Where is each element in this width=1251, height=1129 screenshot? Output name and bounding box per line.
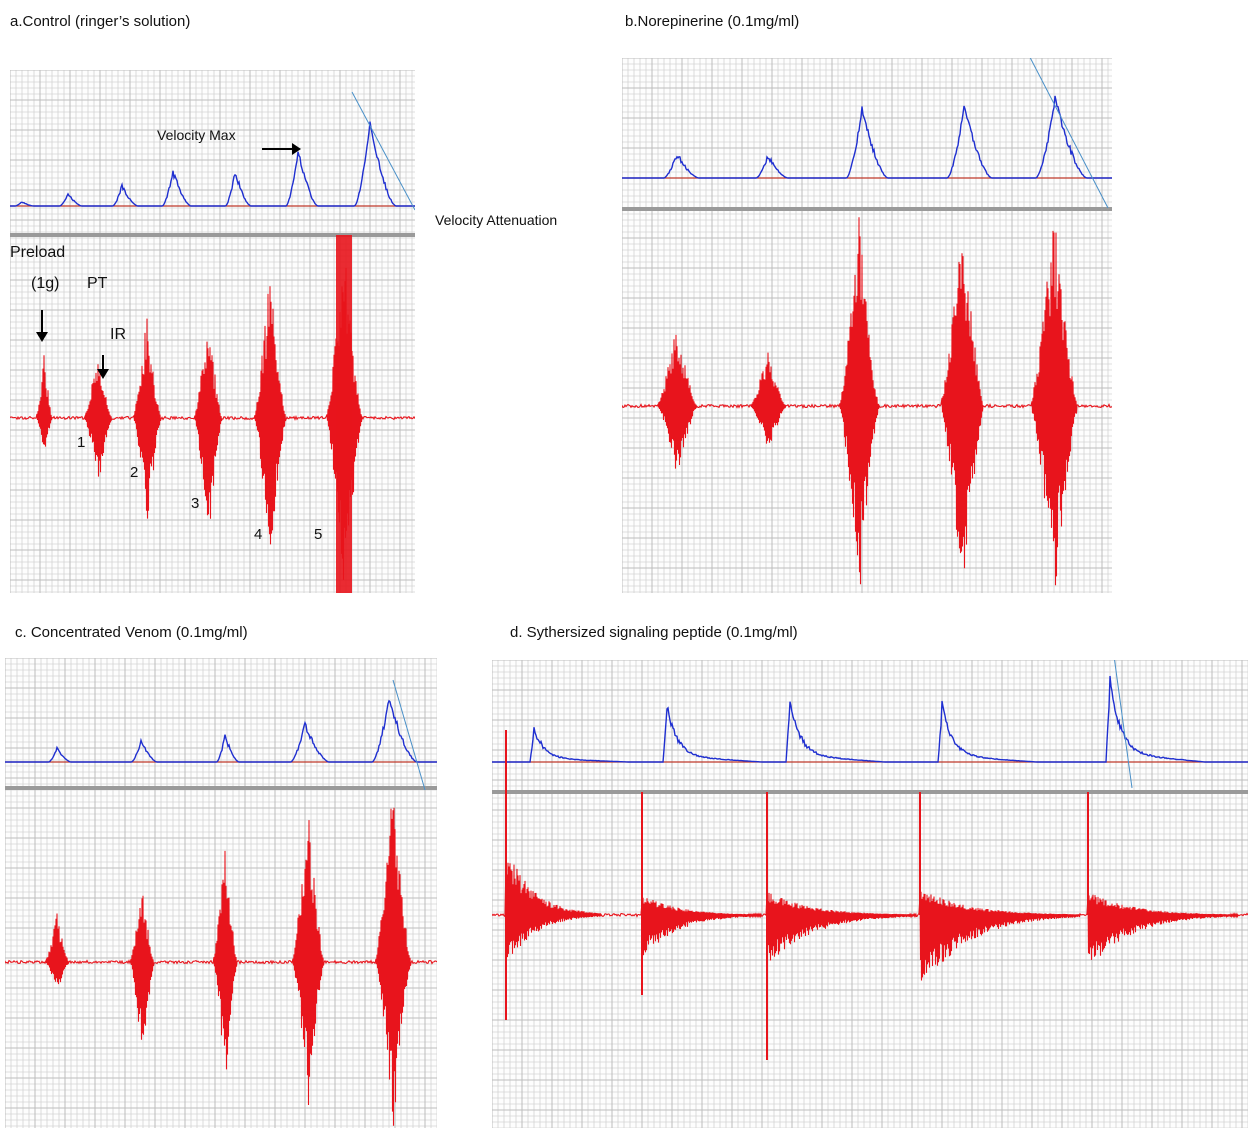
force-trace — [492, 730, 1248, 1060]
beat-number-5: 5 — [314, 526, 323, 543]
trace-divider — [622, 207, 1112, 211]
panel-d-title: d. Sythersized signaling peptide (0.1mg/… — [510, 624, 798, 641]
panel-c-recording — [5, 658, 437, 1128]
velocity-trace — [10, 121, 415, 207]
velocity-attenuation-line — [1029, 58, 1109, 209]
velocity-attenuation-line — [392, 679, 426, 791]
pt-label: PT — [87, 275, 108, 292]
beat-number-4: 4 — [254, 526, 263, 543]
velocity-trace — [5, 699, 437, 763]
force-burst-5 — [336, 235, 352, 593]
velocity-attenuation-label: Velocity Attenuation — [435, 212, 558, 228]
trace-divider — [5, 786, 437, 790]
force-trace — [5, 807, 437, 1126]
preload-label: Preload — [10, 244, 66, 261]
force-trace — [622, 217, 1112, 586]
panel-b-traces — [622, 58, 1112, 593]
panel-d-traces — [492, 660, 1248, 1128]
beat-number-1: 1 — [77, 434, 86, 451]
beat-number-3: 3 — [191, 495, 200, 512]
velocity-attenuation-line — [351, 91, 415, 211]
panel-d-recording — [492, 660, 1248, 1128]
velocity-trace — [492, 675, 1248, 763]
panel-a-recording — [10, 70, 415, 593]
preload-weight-label: (1g) — [31, 275, 60, 292]
panel-b-title: b.Norepinerine (0.1mg/ml) — [625, 13, 800, 30]
panel-a-title: a.Control (ringer’s solution) — [10, 13, 191, 30]
velocity-trace — [622, 95, 1112, 179]
panel-c-traces — [5, 658, 437, 1128]
ir-arrow — [97, 355, 109, 379]
grid-lines — [10, 70, 415, 593]
panel-b-recording — [622, 58, 1112, 593]
beat-number-2: 2 — [130, 464, 139, 481]
trace-divider — [492, 790, 1248, 794]
grid-lines — [5, 658, 437, 1128]
panel-c-title: c. Concentrated Venom (0.1mg/ml) — [15, 624, 248, 641]
force-trace — [10, 235, 415, 593]
ir-label: IR — [110, 326, 126, 343]
velocity-max-label: Velocity Max — [157, 127, 236, 143]
velocity-max-arrow — [262, 143, 301, 155]
velocity-attenuation-line — [1114, 660, 1133, 789]
trace-divider — [10, 233, 415, 237]
preload-arrow — [36, 310, 48, 342]
panel-a-traces — [10, 70, 415, 593]
grid-lines — [492, 660, 1248, 1128]
